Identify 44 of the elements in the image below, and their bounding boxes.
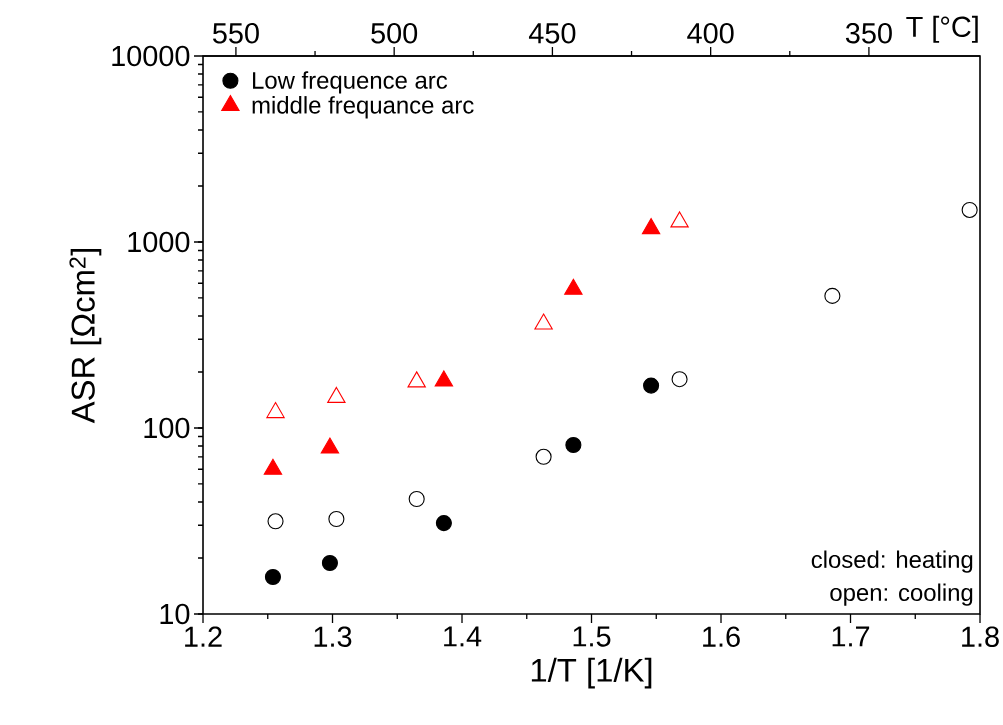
point <box>328 510 345 528</box>
x-axis-title: 1/T [1/K] <box>531 657 652 689</box>
point <box>641 218 661 235</box>
x-tick-label: 1.4 <box>444 626 482 647</box>
x2-tick-label: 400 <box>687 23 734 44</box>
point <box>671 371 688 388</box>
point <box>320 437 340 454</box>
x-tick-label: 1.3 <box>314 626 352 647</box>
annotation: closed: heating <box>811 550 973 573</box>
x-tick-label: 1.5 <box>573 626 611 647</box>
point <box>534 313 553 330</box>
legend-label: middle frequance arc <box>252 96 474 119</box>
point <box>266 402 285 419</box>
x-tick-label: 1.2 <box>185 626 222 647</box>
y-tick-label: 1000 <box>128 231 190 253</box>
point <box>564 278 583 295</box>
point <box>408 490 425 508</box>
x2-axis-title: T [°C] <box>906 15 978 43</box>
x2-tick-label: 350 <box>845 23 892 44</box>
y-tick-label: 10000 <box>112 45 190 67</box>
legend-label: Low frequence arc <box>253 71 448 94</box>
point <box>321 554 338 572</box>
x-tick-label: 1.6 <box>703 626 740 647</box>
point <box>565 436 582 454</box>
point <box>267 513 284 530</box>
annotation: open: cooling <box>830 583 973 606</box>
x-tick-label: 1.8 <box>962 626 999 647</box>
x2-tick-label: 550 <box>212 23 259 44</box>
y-axis-title: ASR [Ωcm$^{2}$] <box>69 248 102 424</box>
point <box>264 568 281 586</box>
point <box>327 386 346 403</box>
x2-tick-label: 500 <box>371 23 418 44</box>
point <box>961 201 978 218</box>
y-tick-label: 100 <box>144 417 190 439</box>
point <box>535 448 552 465</box>
point <box>643 377 660 394</box>
point <box>407 371 426 388</box>
x2-tick-label: 450 <box>528 23 576 44</box>
y-tick-label: 10 <box>160 603 190 625</box>
point <box>435 515 452 532</box>
point <box>434 370 454 387</box>
x-tick-label: 1.7 <box>832 626 870 647</box>
point <box>824 287 841 304</box>
point <box>670 211 689 228</box>
